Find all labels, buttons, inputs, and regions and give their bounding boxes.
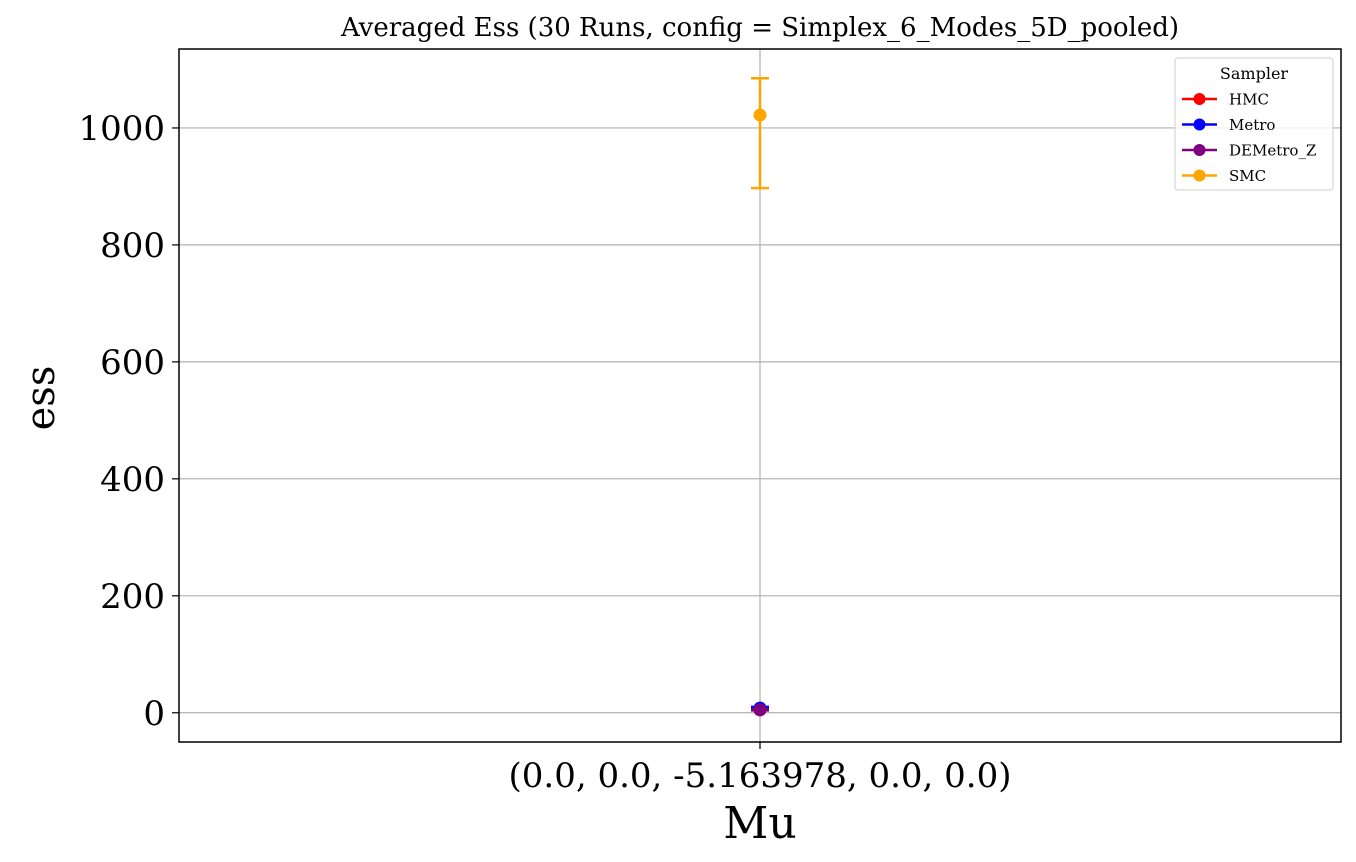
legend-item-metro: Metro <box>1182 116 1275 134</box>
legend-marker <box>1193 144 1206 156</box>
legend-label: Metro <box>1229 116 1275 134</box>
legend-item-hmc: HMC <box>1182 91 1269 109</box>
legend-marker <box>1193 169 1206 182</box>
x-axis-label: Mu <box>723 798 796 849</box>
chart-title: Averaged Ess (30 Runs, config = Simplex_… <box>340 13 1179 43</box>
legend-item-demetro-z: DEMetro_Z <box>1182 142 1316 160</box>
data-marker <box>753 703 767 717</box>
data-layer <box>751 76 769 717</box>
y-tick-label: 800 <box>100 226 165 266</box>
legend-label: HMC <box>1229 91 1269 109</box>
y-tick-label: 0 <box>143 694 165 734</box>
legend: Sampler HMC Metro DEMetro_Z SMC <box>1174 57 1334 191</box>
axis-layer: 0 200 400 600 800 1000 (0.0, 0.0, -5.163978, 0… <box>78 109 1011 796</box>
legend-title: Sampler <box>1220 64 1289 83</box>
legend-box <box>1174 57 1334 191</box>
series-demetro-z-point <box>751 703 769 717</box>
x-tick-label: (0.0, 0.0, -5.163978, 0.0, 0.0) <box>509 756 1012 796</box>
data-marker <box>753 108 767 122</box>
legend-item-smc: SMC <box>1182 167 1266 185</box>
y-tick-label: 1000 <box>78 109 165 149</box>
legend-label: SMC <box>1229 167 1266 185</box>
legend-items: HMC Metro DEMetro_Z SMC <box>1182 91 1316 185</box>
legend-marker <box>1193 118 1206 131</box>
y-tick-label: 400 <box>100 460 165 500</box>
y-tick-label: 600 <box>100 343 165 383</box>
y-tick-label: 200 <box>100 577 165 617</box>
y-axis-label: ess <box>18 366 64 431</box>
legend-label: DEMetro_Z <box>1229 142 1316 160</box>
legend-marker <box>1193 93 1206 105</box>
series-smc-point <box>751 76 769 190</box>
